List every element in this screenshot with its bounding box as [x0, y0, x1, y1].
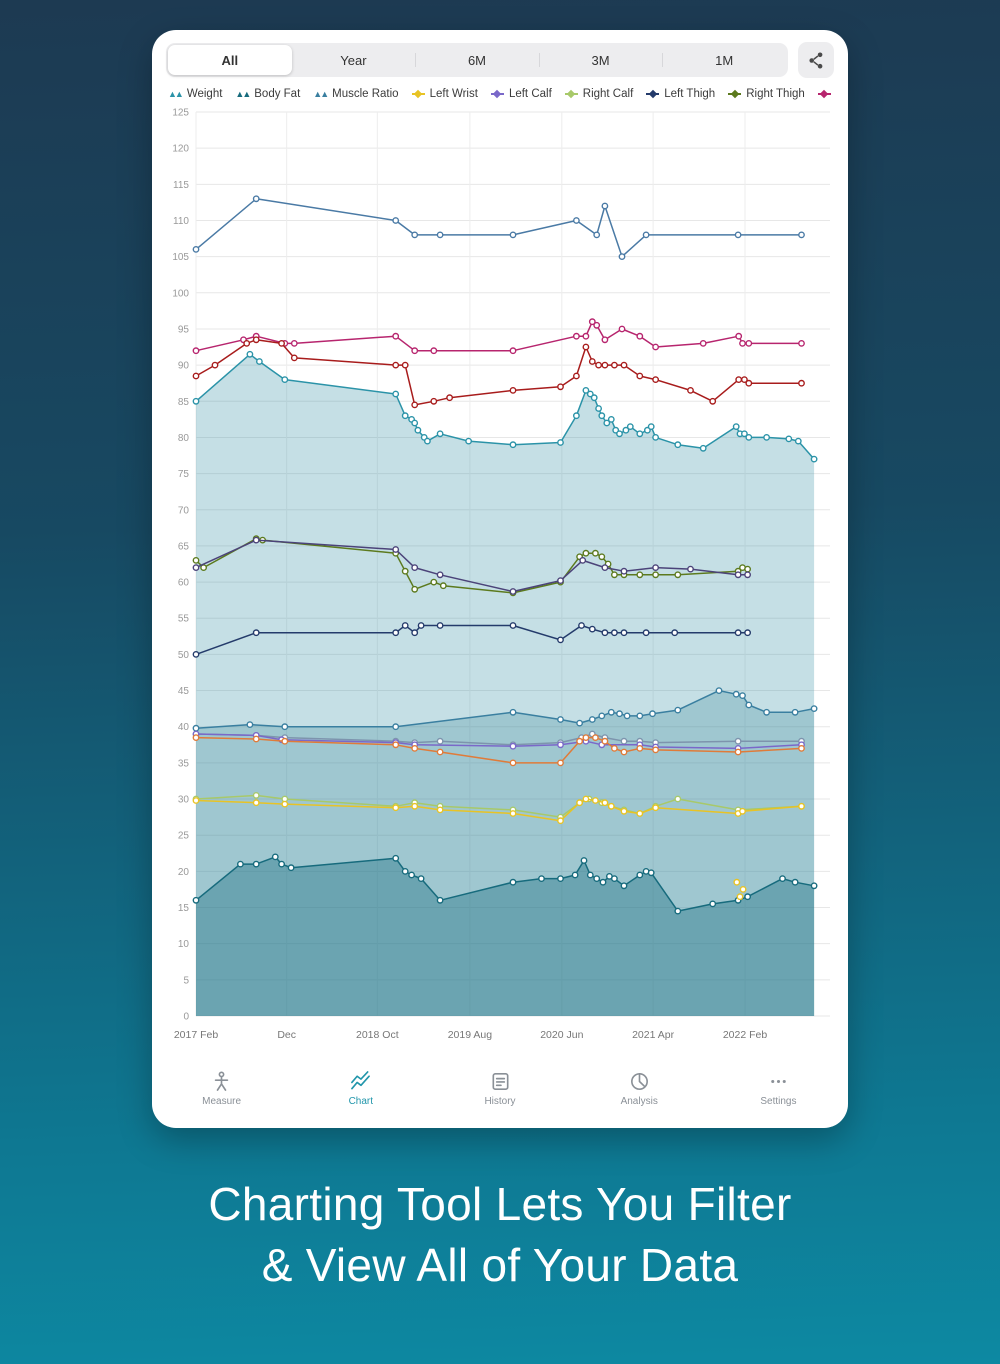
svg-text:95: 95: [178, 324, 190, 335]
legend-marker-icon: [646, 93, 660, 95]
tab-label: Chart: [348, 1095, 374, 1107]
tab-label: Measure: [202, 1095, 242, 1107]
legend-item[interactable]: Left Thigh: [646, 88, 715, 100]
svg-text:75: 75: [178, 469, 190, 480]
legend-item[interactable]: ▲▲ Body Fat: [235, 88, 300, 100]
svg-text:115: 115: [173, 180, 189, 191]
legend-marker-icon: [490, 93, 504, 95]
svg-text:5: 5: [183, 975, 189, 986]
legend-item[interactable]: ▲▲ Muscle Ratio: [313, 88, 398, 100]
share-button[interactable]: [798, 42, 834, 78]
segment-3m[interactable]: 3M: [538, 45, 663, 75]
legend-label: Left Wrist: [429, 88, 478, 100]
svg-text:120: 120: [172, 144, 189, 155]
legend-label: Left Thigh: [664, 88, 716, 100]
svg-text:80: 80: [178, 433, 190, 444]
svg-text:15: 15: [178, 903, 190, 914]
legend-marker-icon: ▲▲: [313, 88, 329, 99]
caption: Charting Tool Lets You Filter & View All…: [0, 1174, 1000, 1295]
legend-marker-icon: ▲▲: [168, 88, 184, 99]
svg-text:100: 100: [172, 288, 189, 299]
measurement-chart[interactable]: 0 5 10 15 20 25 30 35 40 45 50 55 60 65 70 75 80 85 90 95 10…: [166, 104, 834, 1056]
time-range-segmented-control: All Year 6M 3M 1M: [166, 43, 788, 77]
legend-label: Weight: [186, 88, 223, 100]
svg-text:105: 105: [172, 252, 189, 263]
tab-history[interactable]: History: [430, 1056, 569, 1120]
svg-text:85: 85: [178, 397, 190, 408]
caption-line-2: & View All of Your Data: [261, 1238, 739, 1291]
tab-label: Settings: [760, 1095, 797, 1107]
legend-item[interactable]: Left Wrist: [411, 88, 478, 100]
legend-item[interactable]: Right Thigh: [728, 88, 805, 100]
svg-text:90: 90: [178, 361, 190, 372]
legend-item[interactable]: Right Calf: [564, 88, 634, 100]
svg-text:45: 45: [178, 686, 190, 697]
svg-text:35: 35: [178, 758, 190, 769]
svg-text:110: 110: [173, 216, 189, 227]
legend-item[interactable]: ▲▲ Weight: [168, 88, 222, 100]
svg-text:Dec: Dec: [277, 1029, 296, 1041]
legend-marker-icon: [411, 93, 425, 95]
tab-chart[interactable]: Chart: [291, 1056, 430, 1120]
svg-text:25: 25: [178, 831, 190, 842]
legend-label: Right Calf: [582, 88, 634, 100]
caption-line-1: Charting Tool Lets You Filter: [208, 1178, 792, 1230]
legend-label: Body Fat: [254, 88, 301, 100]
svg-text:2022 Feb: 2022 Feb: [723, 1029, 768, 1041]
legend-marker-icon: [728, 93, 742, 95]
svg-text:50: 50: [178, 650, 190, 661]
legend-marker-icon: [817, 93, 831, 95]
segment-1m[interactable]: 1M: [662, 45, 786, 75]
svg-text:55: 55: [178, 614, 190, 625]
legend-label: Muscle Ratio: [332, 88, 399, 100]
top-bar: All Year 6M 3M 1M: [152, 30, 848, 84]
tab-label: Analysis: [620, 1095, 658, 1107]
svg-text:40: 40: [178, 722, 190, 733]
segment-year[interactable]: Year: [292, 45, 416, 75]
segment-6m[interactable]: 6M: [415, 45, 539, 75]
tab-settings[interactable]: Settings: [709, 1056, 848, 1120]
legend-item[interactable]: [817, 93, 836, 95]
share-icon: [809, 52, 823, 68]
chart-icon: [351, 1070, 371, 1090]
legend-marker-icon: [564, 93, 578, 95]
svg-text:10: 10: [178, 939, 190, 950]
svg-text:2017 Feb: 2017 Feb: [174, 1029, 219, 1041]
legend-label: Right Thigh: [746, 88, 805, 100]
svg-text:125: 125: [172, 108, 189, 119]
legend-marker-icon: ▲▲: [235, 88, 251, 99]
svg-text:0: 0: [183, 1012, 189, 1023]
history-icon: [491, 1072, 509, 1090]
svg-text:65: 65: [178, 541, 190, 552]
svg-text:70: 70: [178, 505, 190, 516]
svg-text:30: 30: [178, 795, 190, 806]
tab-measure[interactable]: Measure: [152, 1056, 291, 1120]
legend-label: Left Calf: [508, 88, 552, 100]
measure-icon: [214, 1070, 229, 1091]
segment-all[interactable]: All: [168, 45, 292, 75]
legend-item[interactable]: Left Calf: [490, 88, 552, 100]
settings-icon: [771, 1079, 786, 1083]
bottom-tab-bar: Measure Chart History Analysis: [152, 1056, 848, 1120]
svg-text:60: 60: [178, 578, 190, 589]
svg-text:20: 20: [178, 867, 190, 878]
app-card: All Year 6M 3M 1M ▲▲ Weight ▲▲ Body Fat ▲▲ Mu…: [152, 30, 848, 1128]
chart-area: 0 5 10 15 20 25 30 35 40 45 50 55 60 65 70 75 80 85 90 95 10…: [152, 102, 848, 1056]
legend: ▲▲ Weight ▲▲ Body Fat ▲▲ Muscle Ratio Left Wri…: [152, 84, 848, 102]
analysis-icon: [630, 1072, 648, 1090]
svg-text:2019 Aug: 2019 Aug: [448, 1029, 493, 1041]
tab-analysis[interactable]: Analysis: [570, 1056, 709, 1120]
tab-label: History: [484, 1095, 516, 1107]
svg-text:2021 Apr: 2021 Apr: [632, 1029, 675, 1041]
svg-text:2020 Jun: 2020 Jun: [540, 1029, 583, 1041]
svg-text:2018 Oct: 2018 Oct: [356, 1029, 399, 1041]
